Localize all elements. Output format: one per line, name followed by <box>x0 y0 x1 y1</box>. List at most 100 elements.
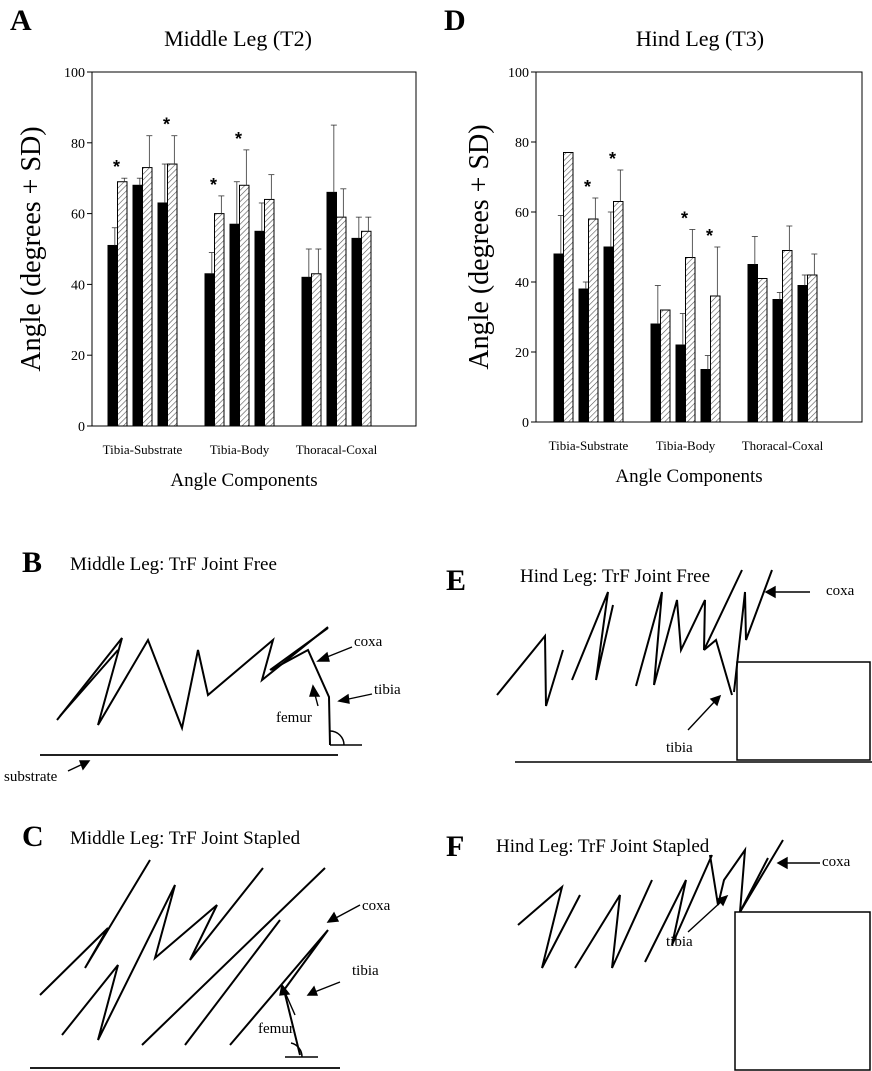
x-category-label: Tibia-Substrate <box>549 438 629 453</box>
stick-figure <box>635 569 743 687</box>
panel-b-title: Middle Leg: TrF Joint Free <box>70 554 277 575</box>
stick-figure <box>59 649 119 717</box>
bar-solid <box>351 237 362 427</box>
bar-hatched <box>782 250 793 423</box>
panel-f-arrows <box>687 856 820 933</box>
y-tick-label: 0 <box>522 416 529 431</box>
y-tick-label: 60 <box>71 208 85 223</box>
y-tick-label: 40 <box>71 278 85 293</box>
stick-figure <box>644 854 713 963</box>
block <box>736 661 871 761</box>
significance-star: * <box>609 149 616 169</box>
panel-f-diagram <box>517 839 871 1071</box>
substrate-label: substrate <box>4 769 58 785</box>
y-tick-label: 100 <box>508 66 529 81</box>
bar-hatched <box>117 181 128 427</box>
coxa-label: coxa <box>822 854 851 870</box>
stick-figure <box>496 633 564 707</box>
femur-label: femur <box>276 710 312 726</box>
bar-hatched <box>167 163 178 427</box>
y-tick-label: 80 <box>515 136 529 151</box>
bar-hatched <box>336 216 347 427</box>
chart-a: 0 20 40 60 80 100 Angle (degrees + SD) Angle Co… <box>16 66 417 491</box>
femur-label: femur <box>258 1021 294 1037</box>
significance-star: * <box>163 115 170 135</box>
bar-hatched <box>807 274 818 423</box>
stick-figure <box>141 867 326 1046</box>
y-axis-label: Angle (degrees + SD) <box>16 126 47 371</box>
tibia-label: tibia <box>666 934 693 950</box>
y-tick-label: 0 <box>78 420 85 435</box>
stick-figure <box>703 638 733 696</box>
panel-b-diagram <box>40 626 362 756</box>
bar-solid <box>301 276 312 427</box>
angle-arc <box>290 1042 303 1058</box>
panel-d-title: Hind Leg (T3) <box>636 26 764 51</box>
panel-d-letter: D <box>444 4 466 37</box>
bar-hatched <box>710 295 721 423</box>
tibia-label: tibia <box>374 682 401 698</box>
bar-hatched <box>239 184 250 427</box>
bar-hatched <box>264 198 275 427</box>
y-tick-label: 40 <box>515 276 529 291</box>
bar-solid <box>578 288 589 423</box>
x-axis-label: Angle Components <box>170 470 317 491</box>
bar-solid <box>650 323 661 423</box>
y-tick-label: 20 <box>71 349 85 364</box>
angle-arc <box>329 730 345 746</box>
stick-figure <box>733 569 773 693</box>
significance-star: * <box>113 157 120 177</box>
bar-hatched <box>588 218 599 423</box>
y-tick-label: 80 <box>71 137 85 152</box>
y-tick-label: 20 <box>515 346 529 361</box>
bar-hatched <box>563 152 574 423</box>
plot-frame <box>91 71 417 427</box>
bar-solid <box>254 230 265 427</box>
stick-figure <box>571 591 614 681</box>
stick-figure <box>739 857 769 913</box>
bar-solid <box>229 223 240 427</box>
panel-a-letter: A <box>10 4 32 37</box>
bar-solid <box>326 191 337 427</box>
y-tick-label: 100 <box>64 66 85 81</box>
x-category-label: Tibia-Body <box>656 438 716 453</box>
panel-b-letter: B <box>22 546 42 579</box>
panel-c-title: Middle Leg: TrF Joint Stapled <box>70 828 301 849</box>
significance-star: * <box>210 175 217 195</box>
stick-figure <box>270 648 331 746</box>
panel-e-diagram <box>496 569 872 763</box>
x-category-label: Tibia-Body <box>210 442 270 457</box>
stick-figure <box>269 627 329 671</box>
stick-figure <box>56 626 329 732</box>
bar-hatched <box>660 309 671 423</box>
panel-c-letter: C <box>22 820 44 853</box>
y-axis-label: Angle (degrees + SD) <box>464 124 495 369</box>
plot-frame <box>535 71 863 423</box>
bar-hatched <box>214 213 225 427</box>
stick-figure <box>229 929 329 1056</box>
bar-solid <box>157 202 168 427</box>
significance-star: * <box>235 129 242 149</box>
bar-hatched <box>361 230 372 427</box>
stick-figure <box>184 919 281 1046</box>
coxa-label: coxa <box>826 583 855 599</box>
bar-solid <box>132 184 143 427</box>
panel-b-arrows <box>67 646 373 772</box>
bar-hatched <box>685 257 696 423</box>
bar-hatched <box>613 201 624 423</box>
x-axis-label: Angle Components <box>615 466 762 487</box>
significance-star: * <box>681 209 688 229</box>
panel-e-arrows <box>687 585 810 731</box>
tibia-label: tibia <box>352 963 379 979</box>
bar-hatched <box>142 167 153 427</box>
chart-d: 0 20 40 60 80 100 Angle (degrees + SD) Angle Co… <box>464 66 863 487</box>
x-category-label: Thoracal-Coxal <box>296 442 378 457</box>
stick-figure <box>574 879 653 969</box>
bar-solid <box>204 273 215 427</box>
bar-solid <box>553 253 564 423</box>
panel-c-diagram <box>30 859 340 1069</box>
bar-solid <box>797 285 808 423</box>
panel-a-title: Middle Leg (T2) <box>164 26 312 51</box>
panel-e-title: Hind Leg: TrF Joint Free <box>520 566 710 587</box>
bar-solid <box>675 344 686 423</box>
